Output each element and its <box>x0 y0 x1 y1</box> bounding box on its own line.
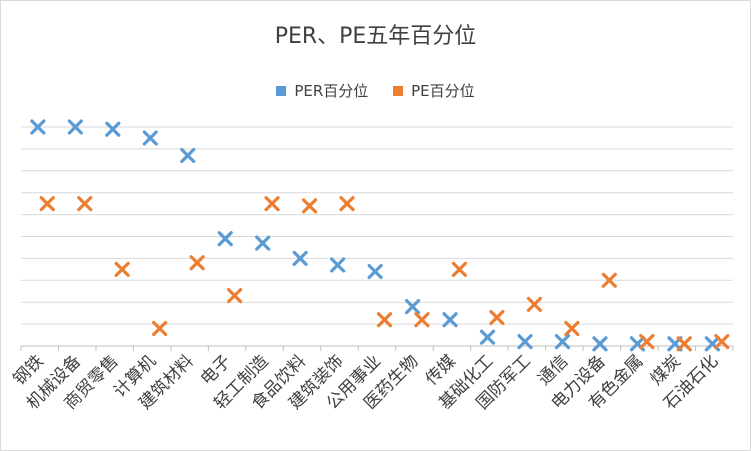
marker-stroke <box>442 312 458 328</box>
pe-point <box>451 261 468 277</box>
per-point <box>442 312 458 328</box>
marker-stroke <box>301 198 318 214</box>
pe-point <box>564 320 580 337</box>
marker-stroke <box>39 196 55 212</box>
pe-point <box>39 196 55 212</box>
pe-point <box>77 196 93 212</box>
marker-stroke <box>489 309 505 326</box>
per-point <box>292 250 308 266</box>
legend-label-pe: PE百分位 <box>411 82 475 100</box>
pe-point <box>264 196 280 212</box>
marker-stroke <box>264 196 280 212</box>
pe-point <box>339 196 355 212</box>
pe-point <box>227 288 243 304</box>
pe-point <box>639 334 655 350</box>
legend-label-per: PER百分位 <box>294 82 369 100</box>
marker-stroke <box>601 272 617 288</box>
per-point <box>367 263 383 280</box>
pe-point <box>526 296 542 312</box>
per-point <box>592 336 608 352</box>
pe-point <box>152 320 168 337</box>
legend-item-per: PER百分位 <box>276 80 368 101</box>
pe-point <box>376 312 393 328</box>
pe-point <box>676 336 692 352</box>
marker-stroke <box>30 119 46 135</box>
legend-item-pe: PE百分位 <box>393 80 475 101</box>
marker-stroke <box>105 121 121 137</box>
per-point <box>330 257 346 273</box>
per-point <box>217 231 233 247</box>
marker-stroke <box>255 235 271 251</box>
marker-stroke <box>114 261 130 277</box>
marker-stroke <box>414 312 430 328</box>
marker-stroke <box>714 334 730 350</box>
marker-stroke <box>517 334 533 350</box>
legend-swatch-pe <box>393 85 404 96</box>
marker-stroke <box>639 334 655 350</box>
per-point <box>405 298 421 315</box>
marker-stroke <box>676 336 692 352</box>
pe-point <box>189 255 205 271</box>
marker-stroke <box>376 312 393 328</box>
pe-point <box>414 312 430 328</box>
marker-stroke <box>339 196 355 212</box>
marker-stroke <box>227 288 243 304</box>
pe-point <box>601 272 617 288</box>
pe-point <box>301 198 318 214</box>
marker-stroke <box>330 257 346 273</box>
marker-stroke <box>292 250 308 266</box>
marker-stroke <box>629 336 646 352</box>
legend-swatch-per <box>276 85 287 96</box>
chart-title: PER、PE五年百分位 <box>274 24 477 49</box>
marker-stroke <box>152 320 168 337</box>
per-point <box>180 147 196 164</box>
per-point <box>479 329 496 345</box>
marker-stroke <box>67 119 83 135</box>
per-point <box>255 235 271 251</box>
marker-stroke <box>451 261 468 277</box>
per-point <box>142 130 158 146</box>
per-point <box>554 334 571 350</box>
per-point <box>67 119 83 135</box>
chart-legend: PER百分位 PE百分位 <box>0 80 751 101</box>
marker-stroke <box>564 320 580 337</box>
marker-stroke <box>704 336 720 352</box>
marker-stroke <box>592 336 608 352</box>
marker-stroke <box>180 147 196 164</box>
per-point <box>105 121 121 137</box>
per-point <box>30 119 46 135</box>
marker-stroke <box>405 298 421 315</box>
marker-stroke <box>77 196 93 212</box>
marker-stroke <box>189 255 205 271</box>
marker-stroke <box>554 334 571 350</box>
marker-stroke <box>217 231 233 247</box>
per-point <box>517 334 533 350</box>
pe-point <box>489 309 505 326</box>
pe-point <box>114 261 130 277</box>
marker-stroke <box>367 263 383 280</box>
pe-point <box>714 334 730 350</box>
marker-stroke <box>526 296 542 312</box>
marker-stroke <box>479 329 496 345</box>
marker-stroke <box>142 130 158 146</box>
